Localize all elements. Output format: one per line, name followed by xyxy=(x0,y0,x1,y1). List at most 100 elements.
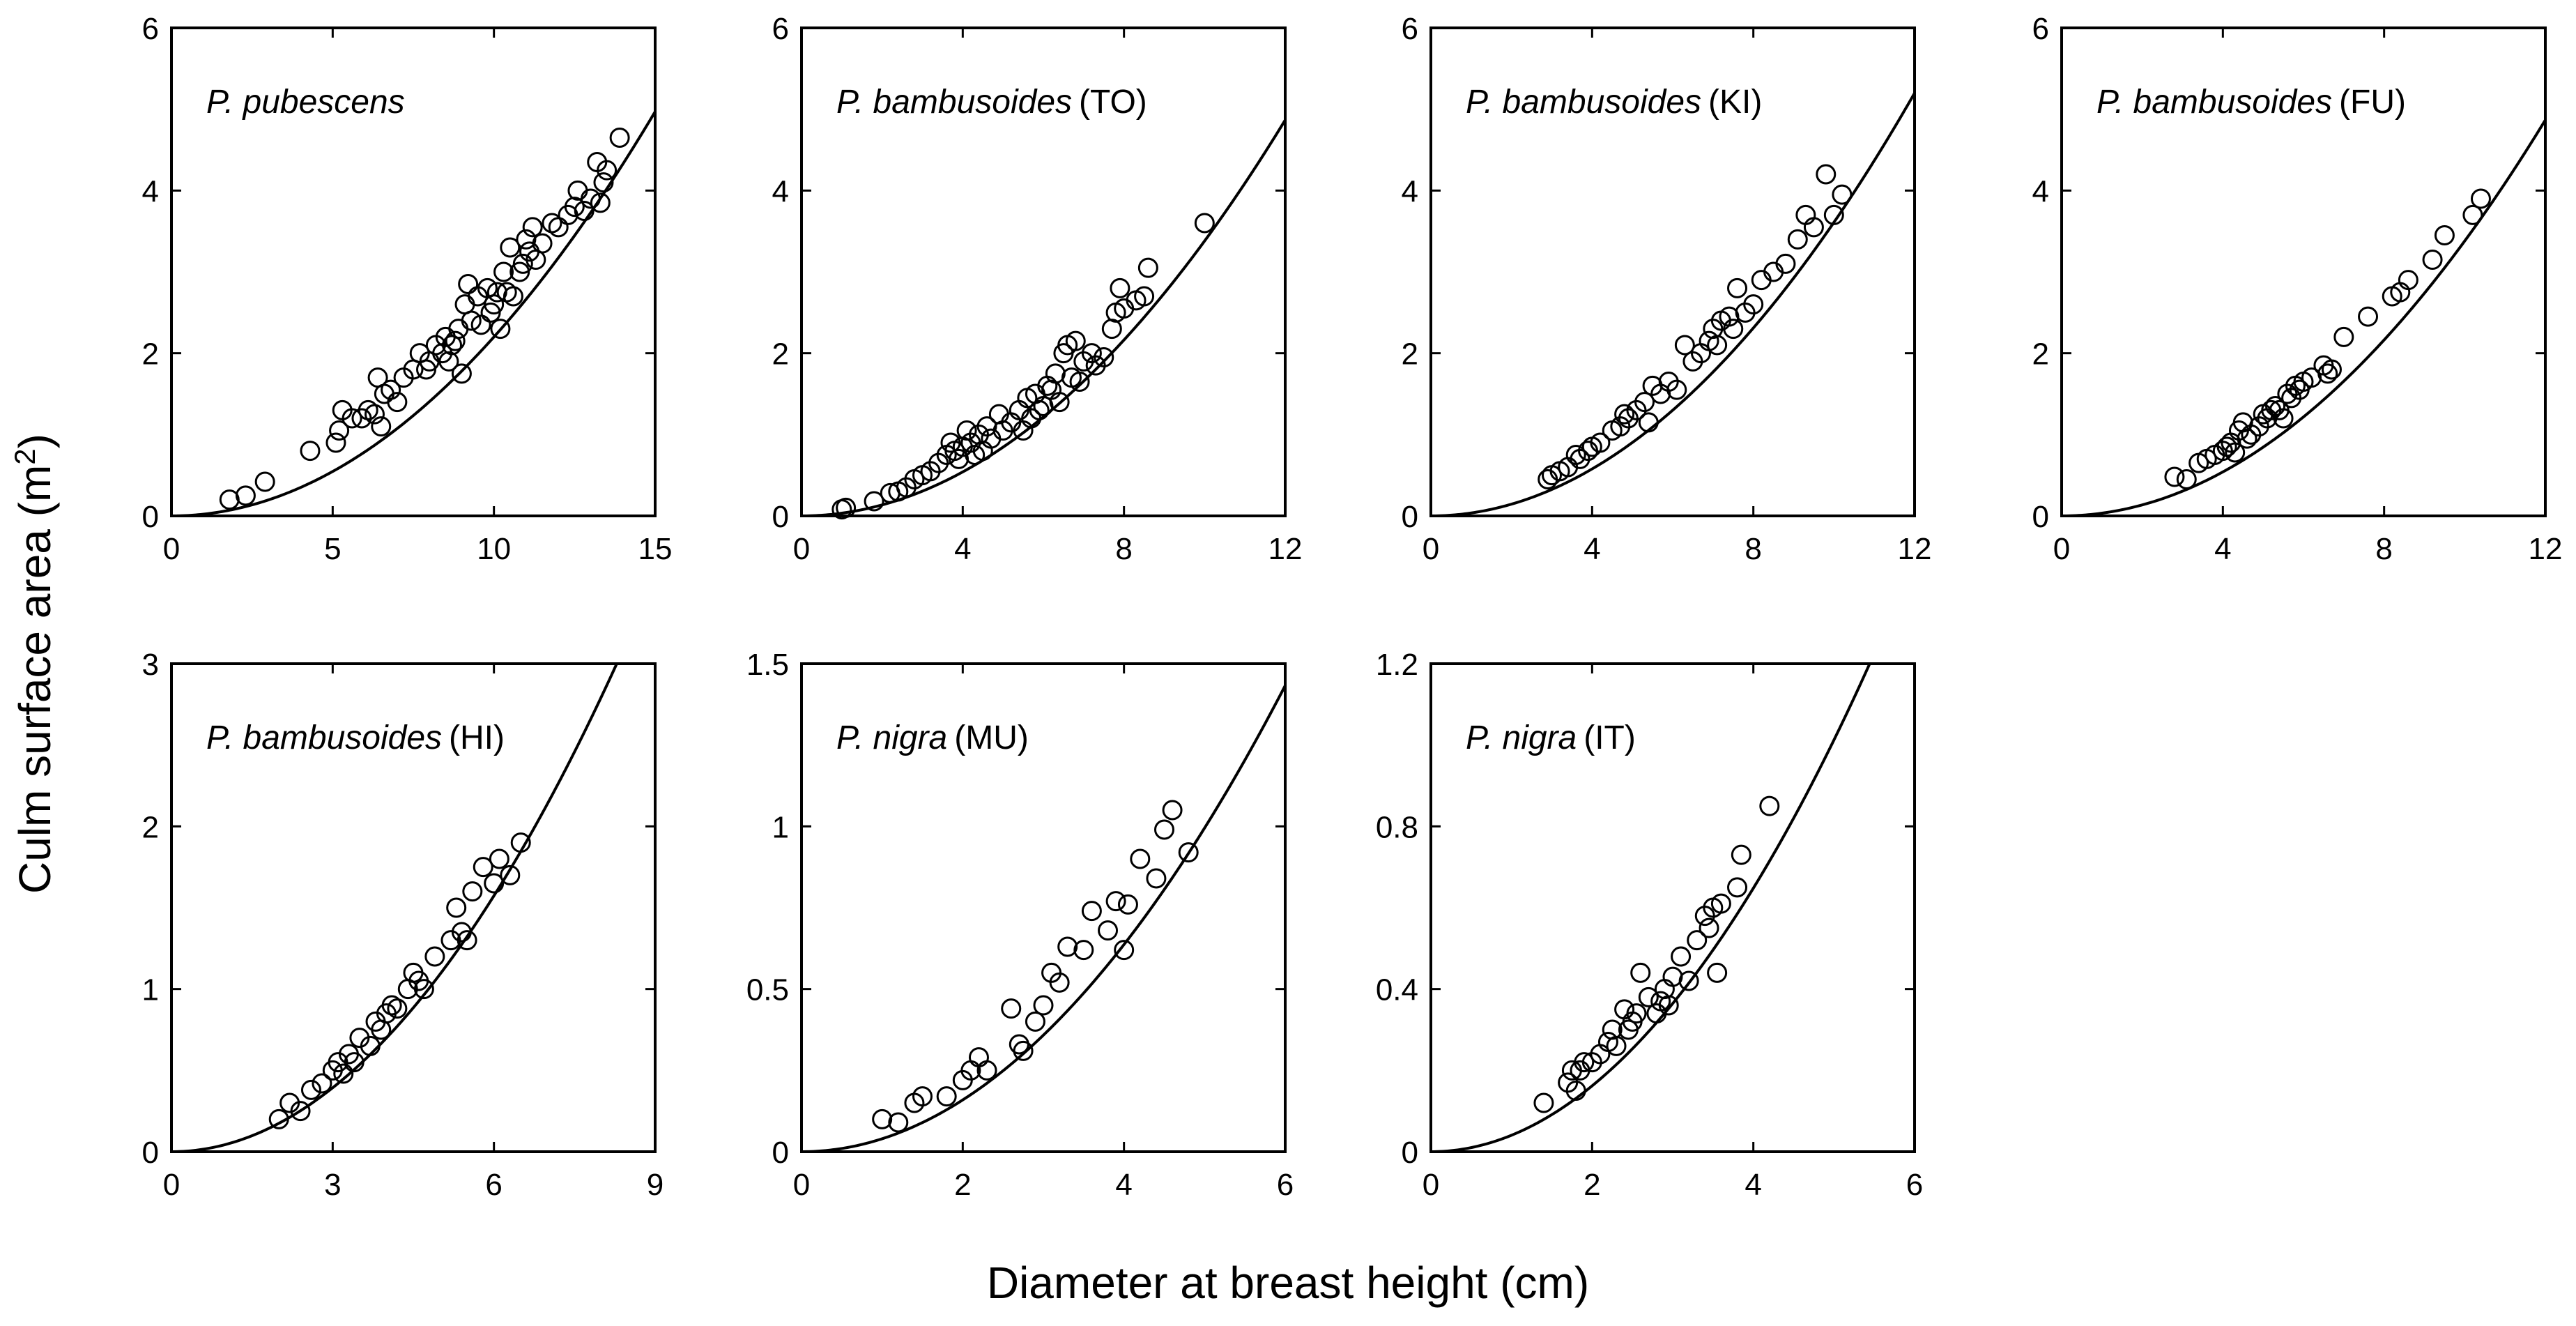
x-tick-label: 15 xyxy=(638,532,673,566)
y-tick-label: 2 xyxy=(1402,337,1418,372)
data-point xyxy=(490,319,511,340)
x-tick-label: 5 xyxy=(324,532,341,566)
x-tick-label: 4 xyxy=(1584,532,1600,566)
data-point xyxy=(2317,363,2338,384)
x-tick-label: 0 xyxy=(163,532,180,566)
data-point xyxy=(1114,940,1135,961)
data-point xyxy=(473,857,493,878)
x-tick-label: 3 xyxy=(324,1168,341,1202)
data-point xyxy=(457,930,477,951)
data-point xyxy=(1057,936,1078,957)
data-point xyxy=(300,1079,321,1100)
data-point xyxy=(451,363,472,384)
fit-curve xyxy=(171,111,655,516)
panel-title: P. nigra (IT) xyxy=(1466,719,1636,756)
data-point xyxy=(2273,408,2294,429)
data-point xyxy=(1634,392,1655,413)
plot-frame xyxy=(2060,26,2547,517)
data-point xyxy=(2358,306,2379,327)
data-points xyxy=(872,800,1199,1133)
data-point xyxy=(1638,412,1659,433)
data-point xyxy=(438,351,459,372)
fit-curve xyxy=(1431,664,1871,1152)
data-point xyxy=(1743,294,1764,315)
data-point xyxy=(1614,404,1635,425)
data-point xyxy=(1727,877,1748,898)
data-point xyxy=(590,192,611,213)
data-point xyxy=(1590,432,1611,453)
x-tick-label: 8 xyxy=(1745,532,1761,566)
data-point xyxy=(500,864,521,885)
fit-curve xyxy=(802,685,1285,1152)
data-point xyxy=(364,404,385,425)
data-point xyxy=(1081,343,1102,364)
data-point xyxy=(1073,940,1094,961)
data-point xyxy=(1787,229,1808,250)
data-point xyxy=(1727,277,1748,298)
y-tick-label: 4 xyxy=(772,174,789,208)
panel-2: 0 4 8 12 0 2 4 6 P. bambusoides (TO) xyxy=(772,12,1303,566)
data-point xyxy=(1658,995,1679,1016)
data-point xyxy=(580,188,601,209)
data-point xyxy=(1105,891,1126,912)
data-point xyxy=(2462,204,2483,225)
x-tick-label: 2 xyxy=(1584,1168,1600,1202)
data-point xyxy=(912,1086,933,1107)
data-points xyxy=(219,128,630,510)
data-point xyxy=(1154,819,1174,840)
panel-4: 0 4 8 12 0 2 4 6 P. bambusoides (FU) xyxy=(2032,12,2563,566)
x-tick-label: 0 xyxy=(793,532,810,566)
data-point xyxy=(1832,184,1853,205)
y-tick-label: 0.5 xyxy=(746,973,789,1007)
data-point xyxy=(872,1108,893,1129)
y-tick-label: 2 xyxy=(142,810,159,844)
data-point xyxy=(888,1112,909,1133)
data-point xyxy=(1759,795,1780,816)
data-point xyxy=(2237,428,2257,449)
data-point xyxy=(567,180,588,201)
data-point xyxy=(493,261,514,282)
x-tick-label: 9 xyxy=(647,1168,664,1202)
data-point xyxy=(1731,844,1751,865)
data-point xyxy=(461,310,482,331)
data-point xyxy=(1065,330,1086,351)
data-point xyxy=(312,1073,332,1094)
y-tick-label: 2 xyxy=(2032,337,2049,372)
data-point xyxy=(333,1063,354,1084)
data-point xyxy=(1081,901,1102,922)
data-point xyxy=(1025,1011,1045,1032)
data-point xyxy=(342,408,362,429)
data-point xyxy=(1723,319,1744,340)
y-tick-label: 6 xyxy=(2032,12,2049,46)
data-point xyxy=(387,392,408,413)
data-point xyxy=(1638,986,1659,1007)
data-point xyxy=(1110,277,1130,298)
data-point xyxy=(1565,1081,1586,1101)
panel-6: 0 2 4 6 0 0.5 1 1.5 P. nigra (MU) xyxy=(746,648,1294,1202)
plot-frame xyxy=(1429,26,1916,517)
x-tick-label: 0 xyxy=(1423,532,1439,566)
y-axis-title: Culm surface area (m2) xyxy=(8,434,60,894)
data-point xyxy=(445,330,466,351)
data-point xyxy=(300,441,321,462)
data-point xyxy=(864,491,884,512)
data-point xyxy=(1029,399,1050,420)
x-tick-label: 4 xyxy=(2214,532,2231,566)
data-point xyxy=(1146,868,1167,889)
data-point xyxy=(1574,1052,1595,1073)
data-point xyxy=(609,128,630,148)
data-point xyxy=(2225,442,2246,463)
x-tick-label: 0 xyxy=(793,1168,810,1202)
data-point xyxy=(489,848,509,869)
x-tick-label: 6 xyxy=(1906,1168,1923,1202)
y-tick-label: 0 xyxy=(1402,1136,1418,1170)
y-tick-label: 6 xyxy=(772,12,789,46)
plot-frame xyxy=(800,662,1287,1153)
y-tick-label: 1.5 xyxy=(746,648,789,682)
x-tick-label: 0 xyxy=(1423,1168,1439,1202)
data-point xyxy=(1101,319,1122,340)
data-point xyxy=(458,274,479,294)
data-point xyxy=(968,1047,989,1068)
y-tick-label: 6 xyxy=(142,12,159,46)
